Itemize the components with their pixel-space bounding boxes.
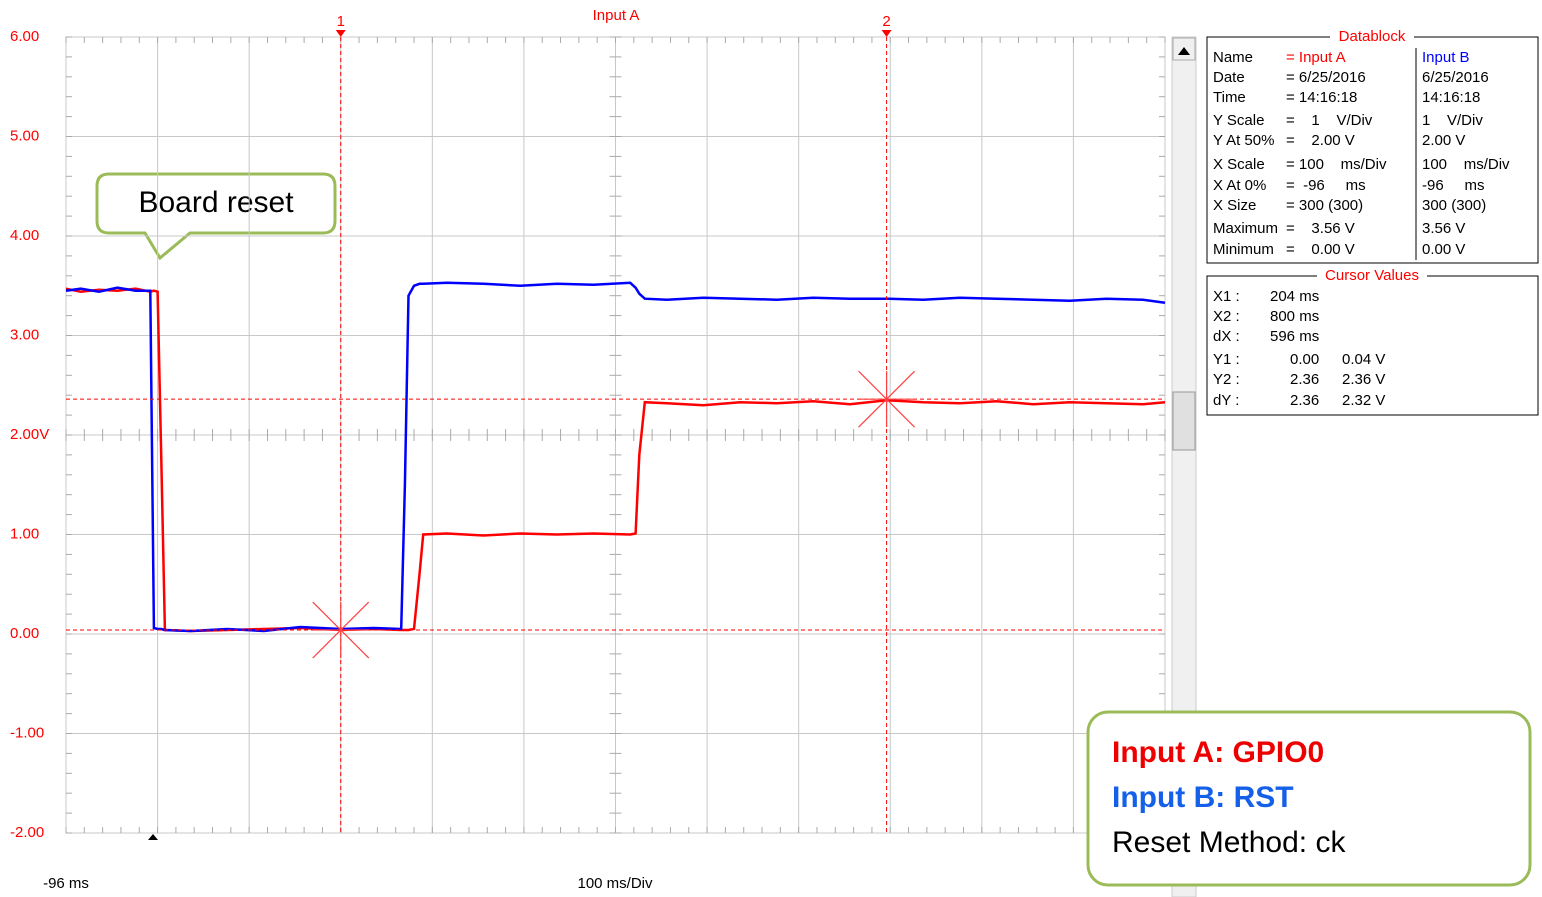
datablock-cell: 0.00 V [1422, 241, 1465, 258]
chart-title: Input A [593, 7, 640, 24]
datablock-cell: 3.56 V [1422, 220, 1465, 237]
cursor-value-cell: 800 ms [1270, 308, 1319, 325]
datablock-cell: 6/25/2016 [1422, 69, 1489, 86]
trigger-marker [148, 834, 158, 840]
cursor-value-cell: dX : [1213, 328, 1240, 345]
datablock-cell: Date [1213, 69, 1245, 86]
cursor-value-cell: Y1 : [1213, 351, 1240, 368]
signal-trace [65, 287, 1166, 633]
note-text: Input B: RST [1112, 781, 1294, 814]
cursor-value-cell: 2.36 V [1342, 371, 1385, 388]
datablock-cell: Maximum [1213, 220, 1278, 237]
cursor-value-cell: dY : [1213, 392, 1239, 409]
title-backing [1317, 268, 1427, 284]
datablock-cell: = 0.00 V [1286, 241, 1355, 258]
y-tick-label: 4.00 [10, 227, 39, 244]
datablock-cell: 100 ms/Div [1422, 156, 1510, 173]
signal-trace [65, 281, 1166, 633]
cursor-value-cell: 2.36 [1290, 392, 1319, 409]
y-tick-label: 2.00V [10, 426, 49, 443]
overlay: 1 2 Input A: GPIO0 Input B: RST Reset Method… [66, 13, 1532, 887]
datablock-cell: X Size [1213, 197, 1256, 214]
cursor-values-title: Cursor Values [1325, 267, 1419, 284]
scroll-arrow [1178, 47, 1190, 55]
y-tick-label: 5.00 [10, 127, 39, 144]
datablock-cell: = 300 (300) [1286, 197, 1363, 214]
cursor-value-cell: 2.32 V [1342, 392, 1385, 409]
scroll-thumb[interactable] [1172, 391, 1196, 451]
cursor-value-cell: X1 : [1213, 288, 1240, 305]
cursor-value-cell: 0.04 V [1342, 351, 1385, 368]
cursor-arrow [335, 30, 346, 37]
cursor-crosshair [858, 370, 916, 428]
datablock-cell: = 2.00 V [1286, 132, 1355, 149]
cursor-value-cell: 2.36 [1290, 371, 1319, 388]
datablock-cell: Minimum [1213, 241, 1274, 258]
datablock-cell: Input B [1422, 49, 1470, 66]
datablock-cell: = 1 V/Div [1286, 112, 1373, 129]
cursor-value-cell: X2 : [1213, 308, 1240, 325]
datablock-cell: -96 ms [1422, 177, 1485, 194]
datablock-title: Datablock [1339, 28, 1406, 45]
plot-area: 6.00 5.00 4.00 3.00 2.00V 1.00 0.00 -1.00 -2.00 -… [10, 28, 1166, 892]
cursor-crosshair [312, 601, 370, 659]
cursor-arrow [881, 30, 892, 37]
cursor-value-cell: Y2 : [1213, 371, 1240, 388]
y-tick-label: 1.00 [10, 525, 39, 542]
cursor-value-cell: 596 ms [1270, 328, 1319, 345]
y-tick-label: -2.00 [10, 824, 44, 841]
datablock-cell: 300 (300) [1422, 197, 1486, 214]
cursor-label: 1 [337, 13, 345, 30]
notes-box [1086, 710, 1532, 887]
y-tick-label: -1.00 [10, 724, 44, 741]
cursor-label: 2 [882, 13, 890, 30]
title-backing [1330, 29, 1414, 45]
datablock-cell: = 100 ms/Div [1286, 156, 1387, 173]
note-text: Reset Method: ck [1112, 826, 1346, 859]
datablock-cell: Y At 50% [1213, 132, 1274, 149]
datablock-cell: Name [1213, 49, 1253, 66]
datablock-cell: Time [1213, 89, 1246, 106]
cursor-value-cell: 0.00 [1290, 351, 1319, 368]
y-tick-label: 3.00 [10, 326, 39, 343]
datablock-cell: = 6/25/2016 [1286, 69, 1366, 86]
x-axis-label: 100 ms/Div [577, 875, 653, 892]
datablock-cell: 2.00 V [1422, 132, 1465, 149]
datablock-cell: X At 0% [1213, 177, 1266, 194]
callout-text: Board reset [138, 186, 294, 219]
y-tick-label: 0.00 [10, 625, 39, 642]
datablock-cell: 14:16:18 [1422, 89, 1480, 106]
cursor-value-cell: 204 ms [1270, 288, 1319, 305]
callout-box [95, 172, 337, 261]
note-text: Input A: GPIO0 [1112, 736, 1324, 769]
x-tick-label: -96 ms [43, 875, 89, 892]
datablock-cell: 1 V/Div [1422, 112, 1483, 129]
datablock-cell: Y Scale [1213, 112, 1264, 129]
y-tick-label: 6.00 [10, 28, 39, 45]
datablock-cell: = Input A [1286, 49, 1346, 66]
datablock-cell: = 3.56 V [1286, 220, 1355, 237]
datablock-cell: = -96 ms [1286, 177, 1366, 194]
datablock-cell: X Scale [1213, 156, 1265, 173]
datablock-cell: = 14:16:18 [1286, 89, 1357, 106]
